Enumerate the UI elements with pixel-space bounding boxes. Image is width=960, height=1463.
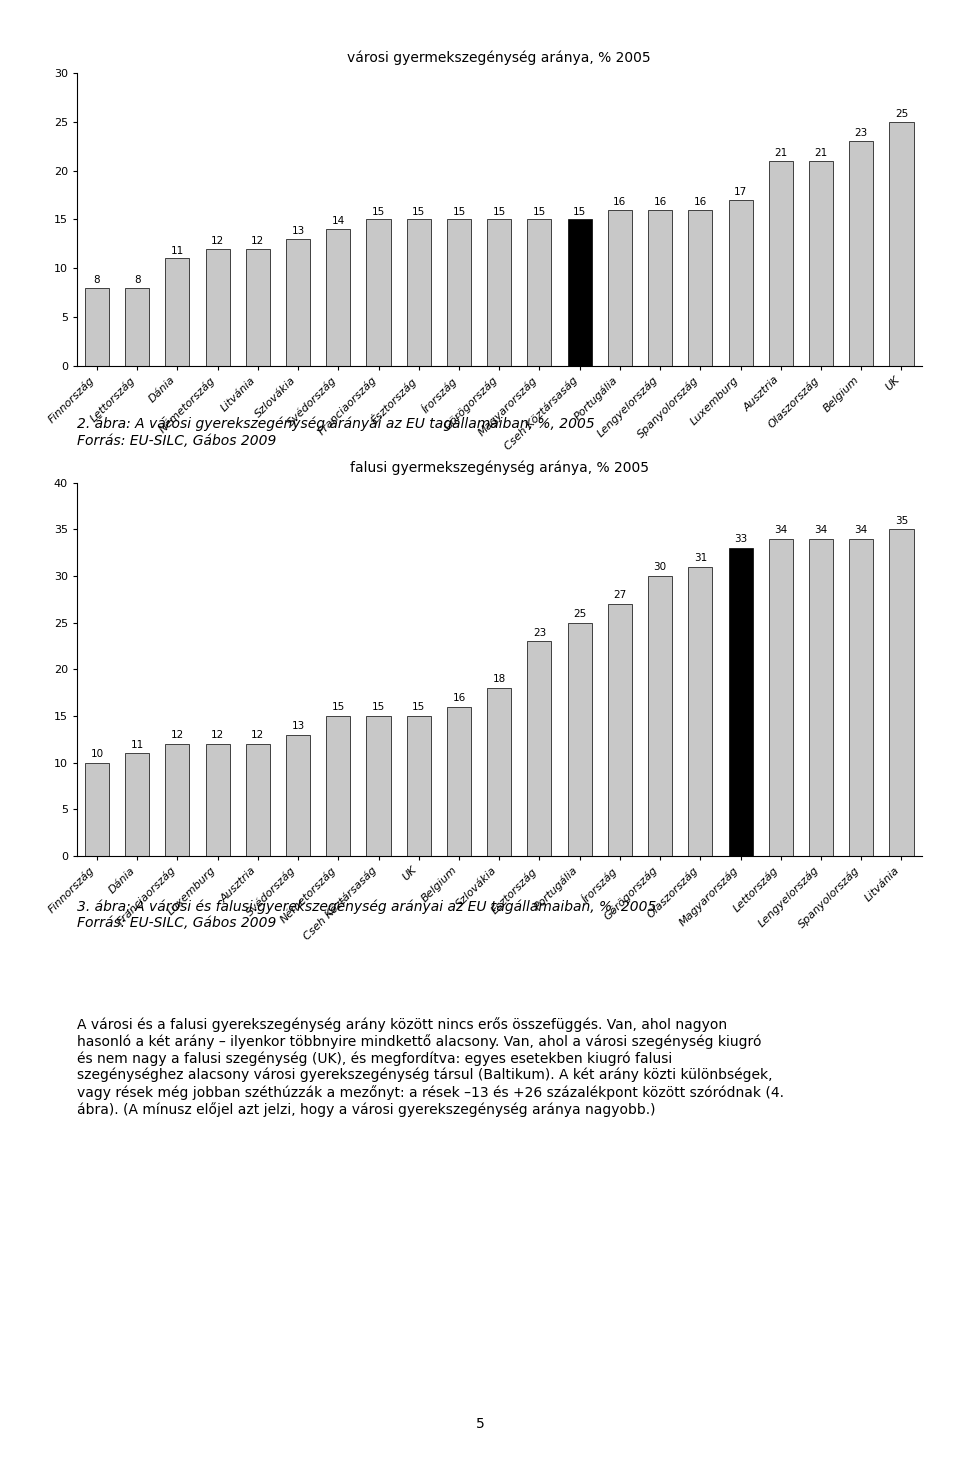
Bar: [246, 743, 270, 856]
Text: 12: 12: [252, 730, 264, 740]
Bar: [527, 641, 551, 856]
Title: falusi gyermekszegénység aránya, % 2005: falusi gyermekszegénység aránya, % 2005: [349, 461, 649, 474]
Bar: [608, 604, 632, 856]
Text: 12: 12: [252, 236, 264, 246]
Text: 17: 17: [734, 187, 747, 198]
Bar: [567, 623, 591, 856]
Text: 12: 12: [171, 730, 184, 740]
Text: 15: 15: [372, 702, 385, 712]
Text: 30: 30: [654, 562, 666, 572]
Bar: [688, 566, 712, 856]
Text: 16: 16: [613, 196, 627, 206]
Text: 8: 8: [94, 275, 100, 285]
Title: városi gyermekszegénység aránya, % 2005: városi gyermekszegénység aránya, % 2005: [348, 51, 651, 64]
Bar: [367, 715, 391, 856]
Bar: [165, 259, 189, 366]
Bar: [326, 230, 350, 366]
Bar: [688, 209, 712, 366]
Text: 10: 10: [90, 749, 104, 759]
Bar: [286, 734, 310, 856]
Bar: [447, 219, 471, 366]
Text: 11: 11: [171, 246, 184, 256]
Bar: [125, 753, 149, 856]
Bar: [809, 538, 833, 856]
Text: 16: 16: [654, 196, 667, 206]
Bar: [125, 288, 149, 366]
Bar: [809, 161, 833, 366]
Text: 5: 5: [475, 1416, 485, 1431]
Text: 27: 27: [613, 590, 627, 600]
Bar: [205, 249, 229, 366]
Bar: [769, 161, 793, 366]
Bar: [407, 715, 431, 856]
Text: 25: 25: [573, 609, 587, 619]
Bar: [84, 288, 109, 366]
Bar: [487, 688, 512, 856]
Text: 15: 15: [492, 206, 506, 217]
Bar: [326, 715, 350, 856]
Text: 31: 31: [694, 553, 707, 563]
Text: A városi és a falusi gyerekszegénység arány között nincs erős összefüggés. Van, : A városi és a falusi gyerekszegénység ar…: [77, 1017, 783, 1116]
Bar: [527, 219, 551, 366]
Text: 15: 15: [533, 206, 546, 217]
Text: 21: 21: [814, 148, 828, 158]
Text: 8: 8: [133, 275, 140, 285]
Bar: [648, 209, 672, 366]
Text: 13: 13: [292, 225, 304, 236]
Text: 13: 13: [292, 721, 304, 732]
Text: 2. ábra: A városi gyerekszegénység arányai az EU tagállamaiban, %, 2005
Forrás: : 2. ábra: A városi gyerekszegénység arány…: [77, 417, 594, 448]
Bar: [567, 219, 591, 366]
Bar: [889, 530, 914, 856]
Text: 21: 21: [774, 148, 787, 158]
Bar: [246, 249, 270, 366]
Bar: [850, 142, 874, 366]
Bar: [729, 200, 753, 366]
Bar: [286, 238, 310, 366]
Text: 35: 35: [895, 515, 908, 525]
Text: 12: 12: [211, 730, 225, 740]
Bar: [608, 209, 632, 366]
Bar: [850, 538, 874, 856]
Bar: [205, 743, 229, 856]
Bar: [769, 538, 793, 856]
Text: 3. ábra: A városi és falusi gyerekszegénység arányai az EU tagállamaiban, %, 200: 3. ábra: A városi és falusi gyerekszegén…: [77, 900, 657, 930]
Text: 16: 16: [694, 196, 707, 206]
Text: 34: 34: [774, 525, 787, 535]
Bar: [729, 549, 753, 856]
Text: 33: 33: [734, 534, 747, 544]
Text: 15: 15: [372, 206, 385, 217]
Text: 23: 23: [533, 628, 546, 638]
Text: 15: 15: [573, 206, 587, 217]
Text: 25: 25: [895, 108, 908, 119]
Text: 15: 15: [412, 702, 425, 712]
Text: 15: 15: [452, 206, 466, 217]
Text: 15: 15: [412, 206, 425, 217]
Text: 14: 14: [331, 217, 345, 227]
Bar: [367, 219, 391, 366]
Text: 23: 23: [854, 129, 868, 139]
Bar: [407, 219, 431, 366]
Text: 12: 12: [211, 236, 225, 246]
Text: 34: 34: [854, 525, 868, 535]
Bar: [447, 707, 471, 856]
Text: 15: 15: [331, 702, 345, 712]
Bar: [889, 121, 914, 366]
Text: 16: 16: [452, 693, 466, 702]
Text: 34: 34: [814, 525, 828, 535]
Bar: [84, 762, 109, 856]
Text: 11: 11: [131, 739, 144, 749]
Bar: [648, 576, 672, 856]
Bar: [165, 743, 189, 856]
Text: 18: 18: [492, 674, 506, 685]
Bar: [487, 219, 512, 366]
